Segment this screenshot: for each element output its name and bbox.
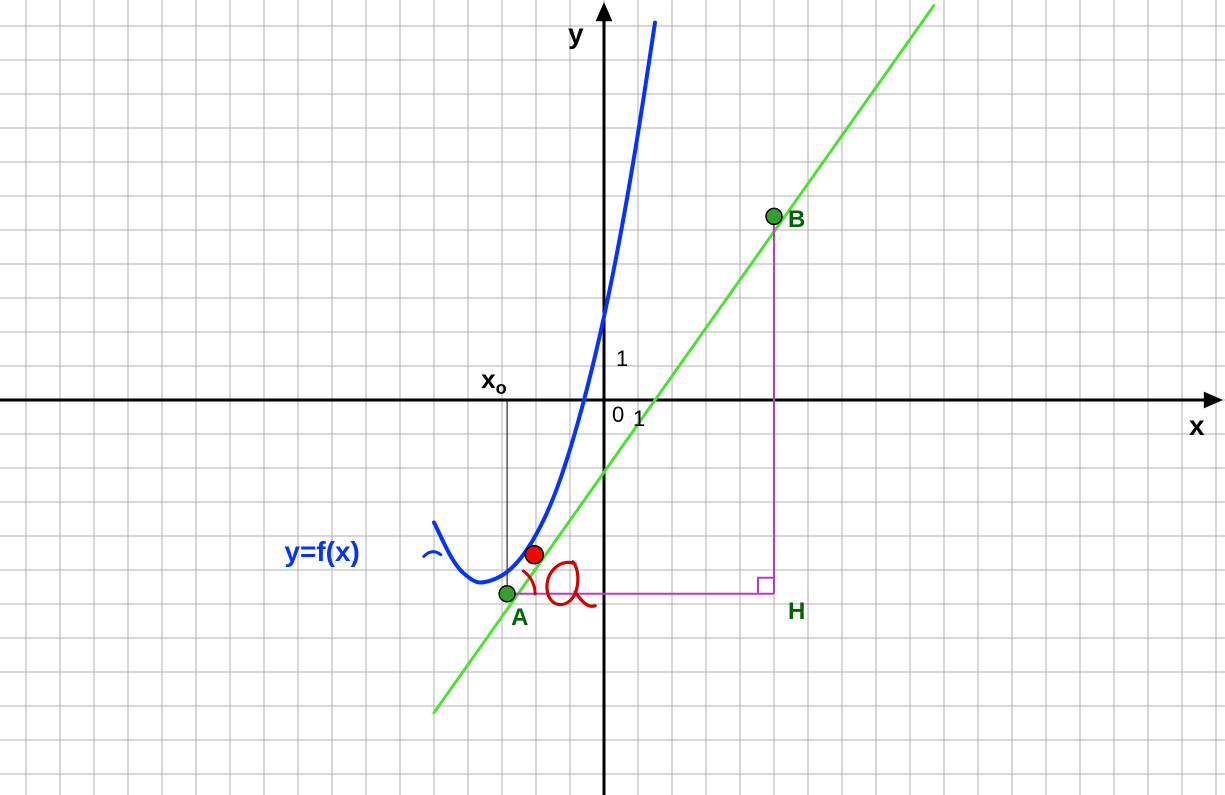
point-a-label: A: [511, 604, 528, 632]
tick-one-y: 1: [616, 346, 628, 372]
x0-sub: o: [496, 378, 507, 398]
tangent-derivative-chart: [0, 0, 1225, 795]
x-axis-label: x: [1189, 410, 1205, 442]
tick-one-x: 1: [633, 406, 645, 432]
origin-label: 0: [612, 402, 624, 428]
function-label: y=f(x): [284, 536, 359, 568]
x0-label: xo: [481, 364, 507, 399]
x0-text: x: [481, 364, 495, 394]
point-b-label: B: [788, 206, 805, 234]
point-h-label: H: [788, 598, 805, 626]
y-axis-label: y: [568, 18, 584, 50]
